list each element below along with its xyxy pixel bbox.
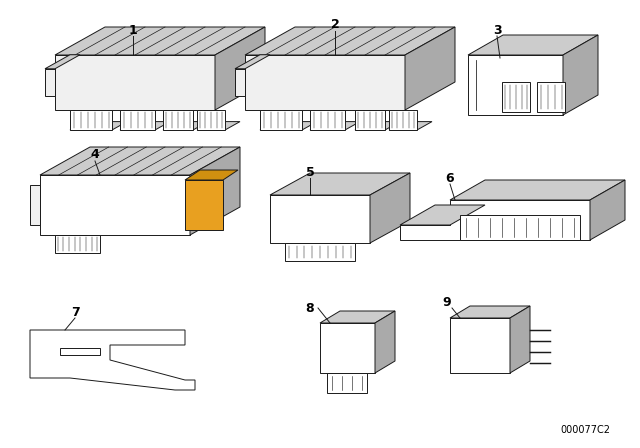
Text: 4: 4 bbox=[91, 148, 99, 161]
Polygon shape bbox=[235, 69, 245, 96]
Polygon shape bbox=[40, 175, 190, 235]
Text: 8: 8 bbox=[306, 302, 314, 314]
Polygon shape bbox=[245, 27, 455, 55]
Polygon shape bbox=[190, 147, 240, 235]
Polygon shape bbox=[468, 55, 563, 115]
Polygon shape bbox=[197, 121, 240, 130]
Polygon shape bbox=[510, 306, 530, 373]
Polygon shape bbox=[163, 110, 193, 130]
Polygon shape bbox=[245, 55, 405, 110]
Polygon shape bbox=[450, 306, 530, 318]
Polygon shape bbox=[355, 121, 400, 130]
Polygon shape bbox=[310, 110, 345, 130]
Polygon shape bbox=[45, 69, 55, 96]
Polygon shape bbox=[468, 35, 598, 55]
Polygon shape bbox=[185, 170, 238, 180]
Polygon shape bbox=[400, 200, 590, 240]
Polygon shape bbox=[185, 180, 223, 230]
Polygon shape bbox=[537, 82, 565, 112]
Polygon shape bbox=[45, 55, 80, 69]
Polygon shape bbox=[120, 110, 155, 130]
Polygon shape bbox=[270, 195, 370, 243]
Polygon shape bbox=[260, 110, 302, 130]
Polygon shape bbox=[40, 147, 240, 175]
Polygon shape bbox=[320, 311, 395, 323]
Text: 1: 1 bbox=[129, 23, 138, 36]
Polygon shape bbox=[235, 55, 270, 69]
Polygon shape bbox=[120, 121, 170, 130]
Polygon shape bbox=[70, 121, 127, 130]
Text: 3: 3 bbox=[493, 23, 501, 36]
Polygon shape bbox=[30, 185, 40, 225]
Polygon shape bbox=[563, 35, 598, 115]
Polygon shape bbox=[163, 121, 208, 130]
Polygon shape bbox=[70, 110, 112, 130]
Polygon shape bbox=[30, 330, 195, 390]
Polygon shape bbox=[450, 318, 510, 373]
Polygon shape bbox=[55, 55, 215, 110]
Polygon shape bbox=[450, 180, 625, 200]
Polygon shape bbox=[389, 110, 417, 130]
Polygon shape bbox=[55, 235, 100, 253]
Text: 2: 2 bbox=[331, 18, 339, 31]
Text: 9: 9 bbox=[443, 297, 451, 310]
Polygon shape bbox=[320, 323, 375, 373]
Text: 000077C2: 000077C2 bbox=[560, 425, 610, 435]
Polygon shape bbox=[55, 27, 265, 55]
Polygon shape bbox=[375, 311, 395, 373]
Polygon shape bbox=[197, 110, 225, 130]
Polygon shape bbox=[400, 205, 485, 225]
Polygon shape bbox=[310, 121, 360, 130]
Polygon shape bbox=[270, 173, 410, 195]
Polygon shape bbox=[460, 215, 580, 240]
Polygon shape bbox=[285, 243, 355, 261]
Polygon shape bbox=[389, 121, 432, 130]
Text: 6: 6 bbox=[445, 172, 454, 185]
Polygon shape bbox=[405, 27, 455, 110]
Polygon shape bbox=[590, 180, 625, 240]
Text: 7: 7 bbox=[70, 306, 79, 319]
Polygon shape bbox=[355, 110, 385, 130]
Polygon shape bbox=[215, 27, 265, 110]
Polygon shape bbox=[60, 348, 100, 355]
Polygon shape bbox=[370, 173, 410, 243]
Polygon shape bbox=[327, 373, 367, 393]
Polygon shape bbox=[502, 82, 530, 112]
Polygon shape bbox=[260, 121, 317, 130]
Text: 5: 5 bbox=[306, 165, 314, 178]
